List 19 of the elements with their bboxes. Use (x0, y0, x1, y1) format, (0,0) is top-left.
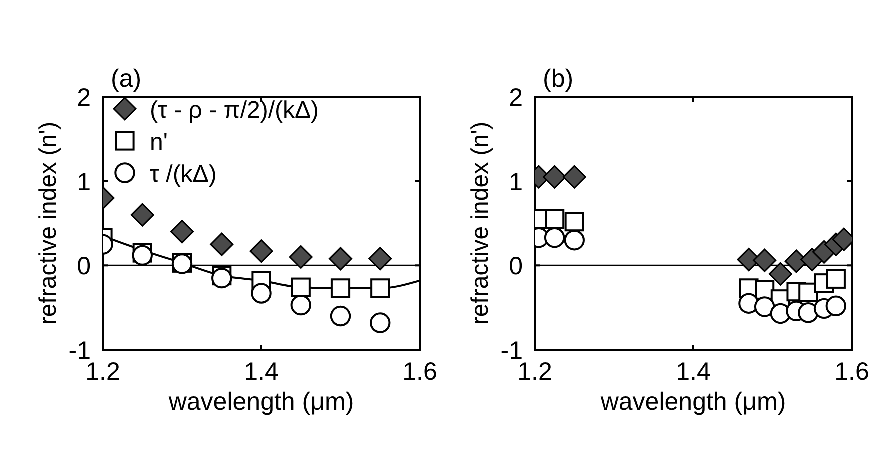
chart-title: (a) (111, 65, 142, 93)
chart-title: (b) (543, 65, 574, 93)
legend-label: n' (150, 129, 168, 156)
x-axis-title: wavelength (μm) (600, 388, 786, 416)
x-tick-label: 1.4 (244, 358, 279, 386)
y-tick-label: 1 (77, 168, 91, 196)
y-tick-label: 2 (77, 84, 91, 112)
x-tick-label: 1.6 (834, 358, 870, 386)
y-axis-title: refractive index (n') (467, 122, 494, 326)
y-tick-label: 1 (509, 168, 523, 196)
x-axis-title: wavelength (μm) (168, 388, 354, 416)
x-tick-label: 1.4 (676, 358, 711, 386)
y-axis-title: refractive index (n') (35, 122, 62, 326)
y-tick-label: 0 (77, 252, 91, 281)
y-tick-label: 0 (509, 252, 523, 281)
legend-label: (τ - ρ - π/2)/(kΔ) (150, 97, 320, 124)
y-tick-label: 2 (509, 84, 523, 112)
legend-label: τ /(kΔ) (150, 161, 217, 188)
x-tick-label: 1.6 (402, 358, 438, 386)
